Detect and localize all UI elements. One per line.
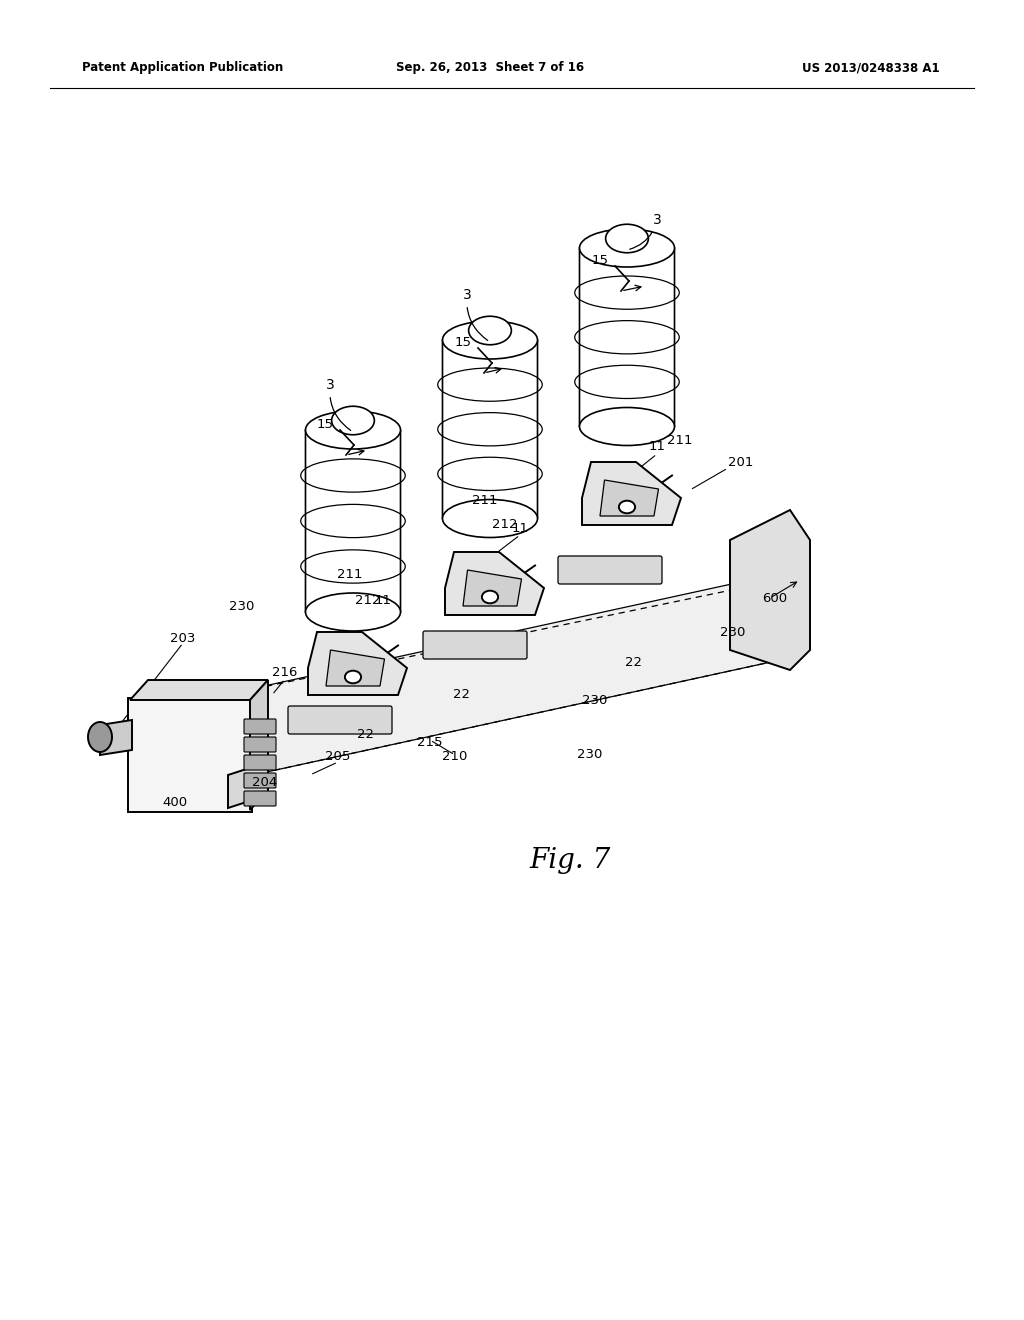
Polygon shape [228,762,268,808]
Text: 11: 11 [648,441,666,454]
Text: 230: 230 [720,626,745,639]
Text: 230: 230 [583,693,607,706]
Text: 230: 230 [229,601,255,614]
Polygon shape [445,552,544,615]
Ellipse shape [305,593,400,631]
FancyBboxPatch shape [305,430,400,612]
FancyBboxPatch shape [288,706,392,734]
FancyBboxPatch shape [244,774,276,788]
Text: 212: 212 [493,519,518,532]
Text: 205: 205 [326,751,350,763]
Ellipse shape [469,317,511,345]
Polygon shape [730,510,810,671]
Text: 3: 3 [326,378,350,430]
Text: 15: 15 [592,255,608,268]
FancyBboxPatch shape [580,248,675,426]
FancyBboxPatch shape [244,719,276,734]
FancyBboxPatch shape [244,755,276,770]
Ellipse shape [580,408,675,446]
Text: US 2013/0248338 A1: US 2013/0248338 A1 [803,62,940,74]
Polygon shape [250,680,268,810]
Ellipse shape [88,722,112,752]
FancyBboxPatch shape [128,698,252,812]
Text: 400: 400 [163,796,187,808]
Text: 215: 215 [417,735,442,748]
Text: 210: 210 [442,751,468,763]
Text: 22: 22 [625,656,641,668]
Text: 201: 201 [728,457,754,470]
Text: 211: 211 [668,433,693,446]
FancyBboxPatch shape [244,737,276,752]
Polygon shape [463,570,521,606]
Text: 211: 211 [337,569,362,582]
FancyBboxPatch shape [442,341,538,519]
FancyBboxPatch shape [244,791,276,807]
Text: 204: 204 [252,776,278,788]
FancyBboxPatch shape [558,556,662,583]
Text: 216: 216 [272,665,298,678]
Text: 15: 15 [455,337,471,350]
Polygon shape [130,680,268,700]
Ellipse shape [332,407,375,434]
Polygon shape [582,462,681,525]
Ellipse shape [618,500,635,513]
Text: Patent Application Publication: Patent Application Publication [82,62,284,74]
Text: 11: 11 [512,521,528,535]
Ellipse shape [305,411,400,449]
Polygon shape [600,480,658,516]
Text: 600: 600 [762,591,787,605]
Ellipse shape [345,671,361,684]
Text: 22: 22 [454,689,470,701]
Text: 3: 3 [630,213,662,249]
Polygon shape [326,649,384,686]
Text: 11: 11 [375,594,391,607]
Text: 3: 3 [463,288,487,341]
Ellipse shape [442,321,538,359]
Text: Sep. 26, 2013  Sheet 7 of 16: Sep. 26, 2013 Sheet 7 of 16 [396,62,584,74]
Text: 211: 211 [472,494,498,507]
Polygon shape [200,579,780,780]
Polygon shape [308,632,407,696]
Text: 203: 203 [170,631,196,644]
Text: 22: 22 [356,729,374,742]
Text: 15: 15 [316,418,334,432]
Text: 230: 230 [578,748,603,762]
Ellipse shape [605,224,648,252]
FancyBboxPatch shape [423,631,527,659]
Text: Fig. 7: Fig. 7 [529,846,610,874]
Text: 212: 212 [355,594,381,606]
Ellipse shape [580,228,675,267]
Ellipse shape [442,499,538,537]
Ellipse shape [482,590,498,603]
Polygon shape [100,719,132,755]
